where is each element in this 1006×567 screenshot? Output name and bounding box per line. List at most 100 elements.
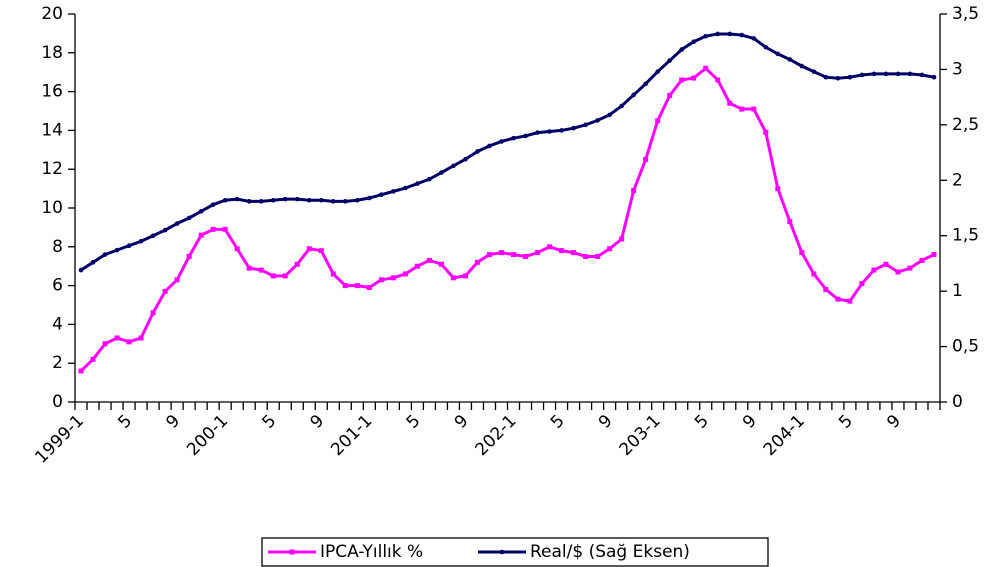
point	[415, 181, 420, 186]
point	[294, 261, 300, 267]
legend: IPCA-Yıllık % Real/$ (Sağ Eksen)	[261, 537, 769, 567]
point	[727, 100, 733, 106]
point	[234, 246, 240, 252]
point	[222, 197, 228, 203]
y2-tick-label: 1	[952, 281, 963, 301]
point	[78, 267, 84, 273]
x-tick-label: 5	[691, 411, 713, 433]
point	[787, 57, 793, 62]
point	[234, 196, 240, 202]
point	[162, 288, 168, 294]
point	[547, 244, 553, 250]
point	[775, 51, 781, 57]
point	[835, 75, 841, 81]
point	[391, 189, 396, 194]
point	[871, 267, 877, 273]
y-tick-label: 18	[41, 43, 63, 63]
point	[342, 283, 348, 289]
point	[102, 341, 108, 347]
point	[511, 135, 516, 141]
series-line	[80, 32, 935, 272]
point	[691, 75, 697, 81]
point	[198, 232, 204, 238]
point	[150, 310, 156, 316]
point	[607, 112, 612, 118]
point	[583, 122, 588, 128]
point	[366, 285, 372, 291]
point	[270, 273, 276, 279]
point	[330, 271, 336, 277]
point	[402, 271, 408, 277]
legend-marker	[289, 549, 295, 555]
point	[931, 252, 937, 258]
point	[703, 33, 709, 39]
x-tick-label: 5	[259, 411, 281, 433]
y2-tick-label: 0,5	[952, 337, 979, 357]
point	[246, 199, 252, 204]
point	[907, 71, 913, 77]
point	[126, 243, 132, 248]
point	[463, 156, 468, 162]
x-tick-label: 9	[451, 411, 473, 433]
point	[246, 265, 252, 271]
point	[619, 236, 625, 242]
point	[487, 143, 492, 149]
point	[823, 74, 829, 80]
point	[403, 185, 408, 191]
point	[523, 254, 529, 259]
y-tick-label: 2	[52, 353, 63, 373]
y-tick-label: 8	[52, 237, 63, 257]
x-tick-label: 9	[162, 411, 184, 433]
point	[751, 36, 757, 41]
point	[306, 197, 312, 203]
point	[270, 197, 276, 203]
point	[643, 157, 649, 162]
x-tick-label: 200-1	[183, 411, 232, 460]
y-tick-label: 16	[41, 82, 63, 102]
point	[126, 339, 132, 345]
point	[895, 71, 901, 77]
y-tick-label: 12	[41, 159, 63, 179]
point	[799, 63, 805, 69]
point	[847, 298, 853, 304]
x-tick-label: 5	[403, 411, 425, 433]
y-tick-label: 6	[52, 276, 63, 296]
y-tick-label: 10	[41, 198, 63, 218]
legend-label: IPCA-Yıllık %	[320, 542, 423, 562]
point	[114, 335, 120, 341]
point	[811, 271, 817, 277]
point	[222, 226, 228, 232]
point	[595, 254, 601, 259]
x-tick-label: 203-1	[616, 411, 665, 460]
point	[691, 39, 697, 45]
point	[138, 335, 144, 341]
y2-tick-label: 2	[952, 170, 963, 190]
point	[318, 248, 324, 254]
point	[631, 92, 636, 98]
point	[919, 72, 925, 78]
x-tick-label: 9	[883, 411, 905, 433]
point	[751, 106, 757, 112]
point	[739, 32, 745, 38]
point	[186, 254, 192, 259]
point	[523, 133, 528, 139]
point	[174, 221, 180, 226]
point	[607, 246, 613, 252]
point	[547, 129, 552, 134]
y-tick-label: 0	[52, 392, 63, 412]
point	[847, 74, 853, 80]
point	[414, 263, 420, 269]
point	[931, 74, 937, 80]
point	[498, 250, 504, 256]
point	[775, 186, 781, 192]
point	[486, 252, 492, 258]
y2-tick-label: 3	[952, 59, 963, 79]
point	[78, 368, 84, 374]
point	[883, 71, 889, 77]
point	[859, 72, 865, 78]
point	[907, 265, 913, 271]
point	[186, 215, 192, 221]
point	[90, 260, 96, 265]
point	[703, 65, 709, 71]
point	[655, 69, 660, 74]
